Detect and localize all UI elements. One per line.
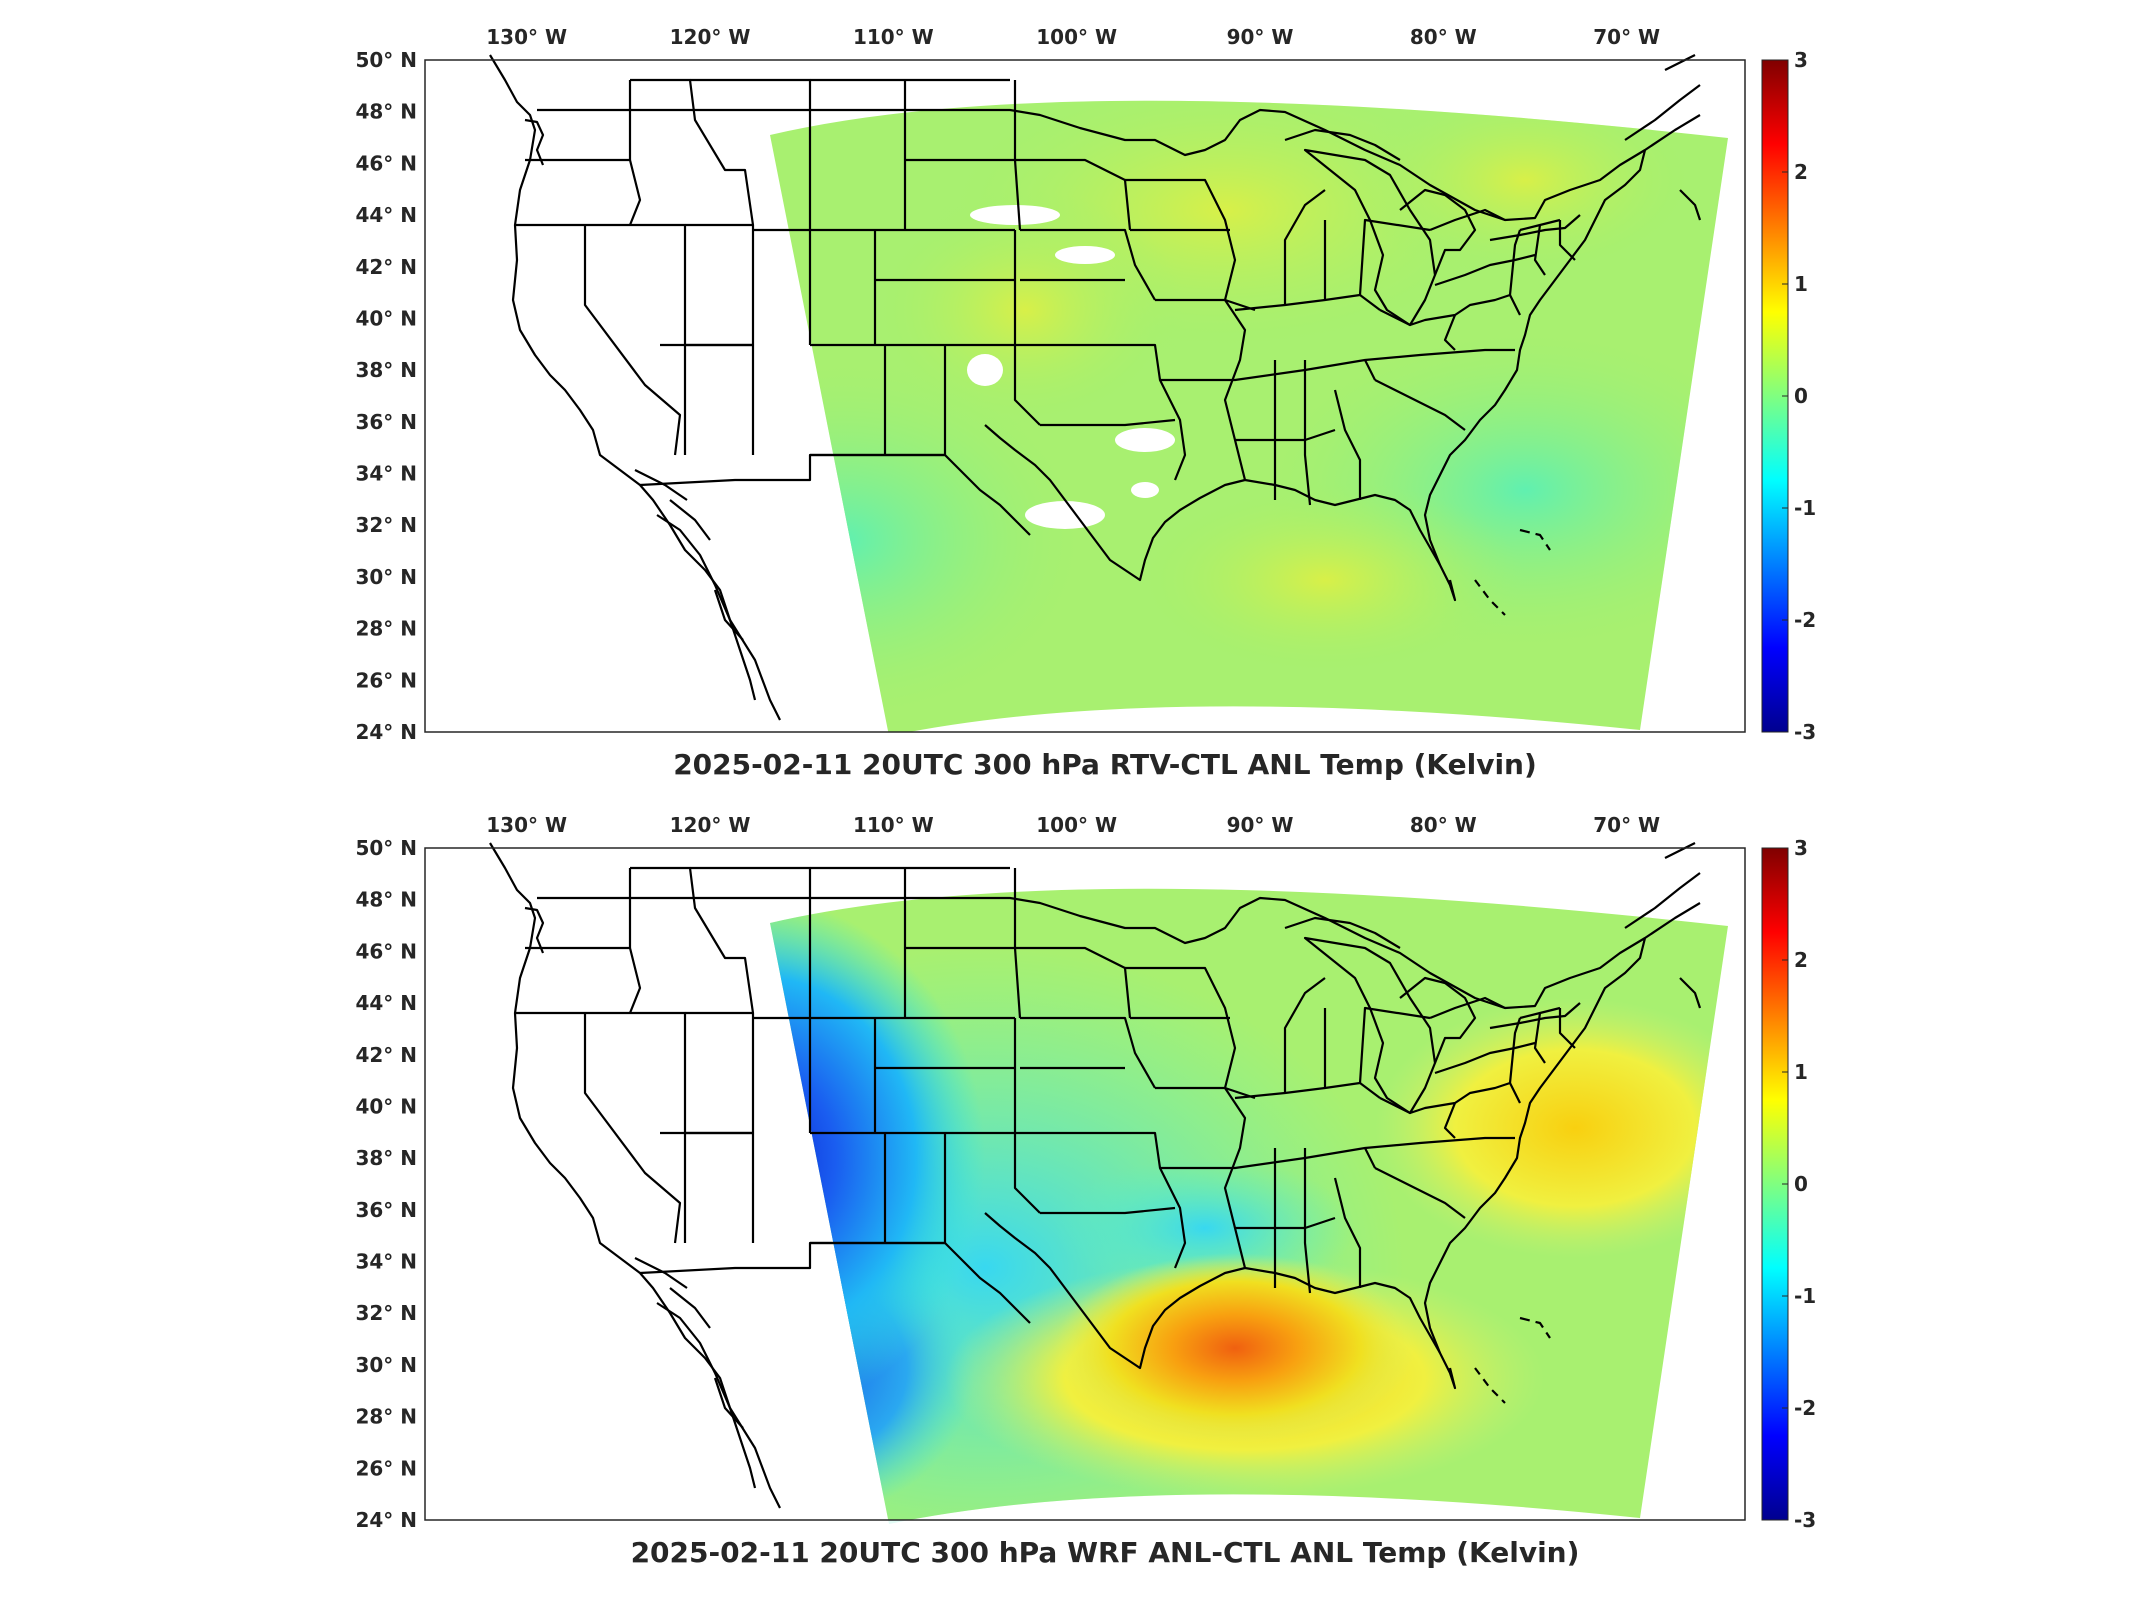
lon-tick-label: 90° W: [1227, 25, 1294, 49]
map-title: 2025-02-11 20UTC 300 hPa WRF ANL-CTL ANL…: [631, 1536, 1580, 1569]
colorbar-tick-label: 3: [1794, 48, 1808, 72]
lon-tick-label: 120° W: [670, 813, 751, 837]
lon-tick-label: 120° W: [670, 25, 751, 49]
lat-tick-label: 34° N: [355, 1250, 417, 1274]
map-frame: [424, 59, 1746, 733]
map-frame: [424, 847, 1746, 1521]
colorbar-tick-label: -1: [1794, 1284, 1816, 1308]
lon-tick-label: 130° W: [486, 813, 567, 837]
lon-tick-label: 80° W: [1410, 25, 1477, 49]
colorbar-tick-label: 1: [1794, 1060, 1808, 1084]
colorbar-tick-label: 3: [1794, 836, 1808, 860]
lon-tick-label: 90° W: [1227, 813, 1294, 837]
temperature-field: [770, 888, 1728, 1525]
lon-tick-label: 130° W: [486, 25, 567, 49]
lon-tick-label: 70° W: [1593, 813, 1660, 837]
lat-tick-label: 42° N: [355, 255, 417, 279]
lon-tick-label: 80° W: [1410, 813, 1477, 837]
lat-tick-label: 40° N: [355, 1094, 417, 1118]
colorbar-tick-label: 0: [1794, 384, 1808, 408]
lon-tick-label: 110° W: [853, 813, 934, 837]
lat-tick-label: 32° N: [355, 1301, 417, 1325]
lon-tick-label: 110° W: [853, 25, 934, 49]
lat-tick-label: 30° N: [355, 565, 417, 589]
map-title: 2025-02-11 20UTC 300 hPa RTV-CTL ANL Tem…: [673, 748, 1537, 781]
lat-tick-label: 24° N: [355, 720, 417, 744]
colorbar-tick-label: 0: [1794, 1172, 1808, 1196]
lat-tick-label: 44° N: [355, 991, 417, 1015]
lat-tick-label: 42° N: [355, 1043, 417, 1067]
lat-tick-label: 34° N: [355, 462, 417, 486]
colorbar-tick-label: -2: [1794, 1396, 1816, 1420]
lon-tick-label: 100° W: [1036, 25, 1117, 49]
colorbar-tick-label: -2: [1794, 608, 1816, 632]
colorbar-tick-label: -3: [1794, 720, 1816, 744]
lat-tick-label: 32° N: [355, 513, 417, 537]
colorbar-tick-label: -3: [1794, 1508, 1816, 1532]
lat-tick-label: 46° N: [355, 151, 417, 175]
colorbar-tick-label: 2: [1794, 160, 1808, 184]
lon-tick-label: 100° W: [1036, 813, 1117, 837]
lat-tick-label: 36° N: [355, 410, 417, 434]
colorbar-tick-label: -1: [1794, 496, 1816, 520]
lat-tick-label: 28° N: [355, 1405, 417, 1429]
lat-tick-label: 50° N: [355, 836, 417, 860]
map-panel-wrf: 130° W 120° W 110° W 100° W 90° W 80° W 70° W 5…: [355, 813, 1816, 1569]
lat-tick-label: 26° N: [355, 1456, 417, 1480]
lat-tick-label: 38° N: [355, 358, 417, 382]
lat-tick-label: 28° N: [355, 617, 417, 641]
lat-tick-label: 46° N: [355, 939, 417, 963]
map-panel-rtv: 130° W 120° W 110° W 100° W 90° W 80° W 70° W 5…: [355, 25, 1816, 781]
lat-tick-label: 40° N: [355, 306, 417, 330]
lat-tick-label: 48° N: [355, 100, 417, 124]
lat-tick-label: 26° N: [355, 668, 417, 692]
lat-tick-label: 36° N: [355, 1198, 417, 1222]
lat-tick-label: 48° N: [355, 888, 417, 912]
lat-tick-label: 38° N: [355, 1146, 417, 1170]
colorbar-tick-label: 1: [1794, 272, 1808, 296]
lat-tick-label: 50° N: [355, 48, 417, 72]
lon-tick-label: 70° W: [1593, 25, 1660, 49]
lat-tick-label: 30° N: [355, 1353, 417, 1377]
colorbar-tick-label: 2: [1794, 948, 1808, 972]
lat-tick-label: 44° N: [355, 203, 417, 227]
lat-tick-label: 24° N: [355, 1508, 417, 1532]
